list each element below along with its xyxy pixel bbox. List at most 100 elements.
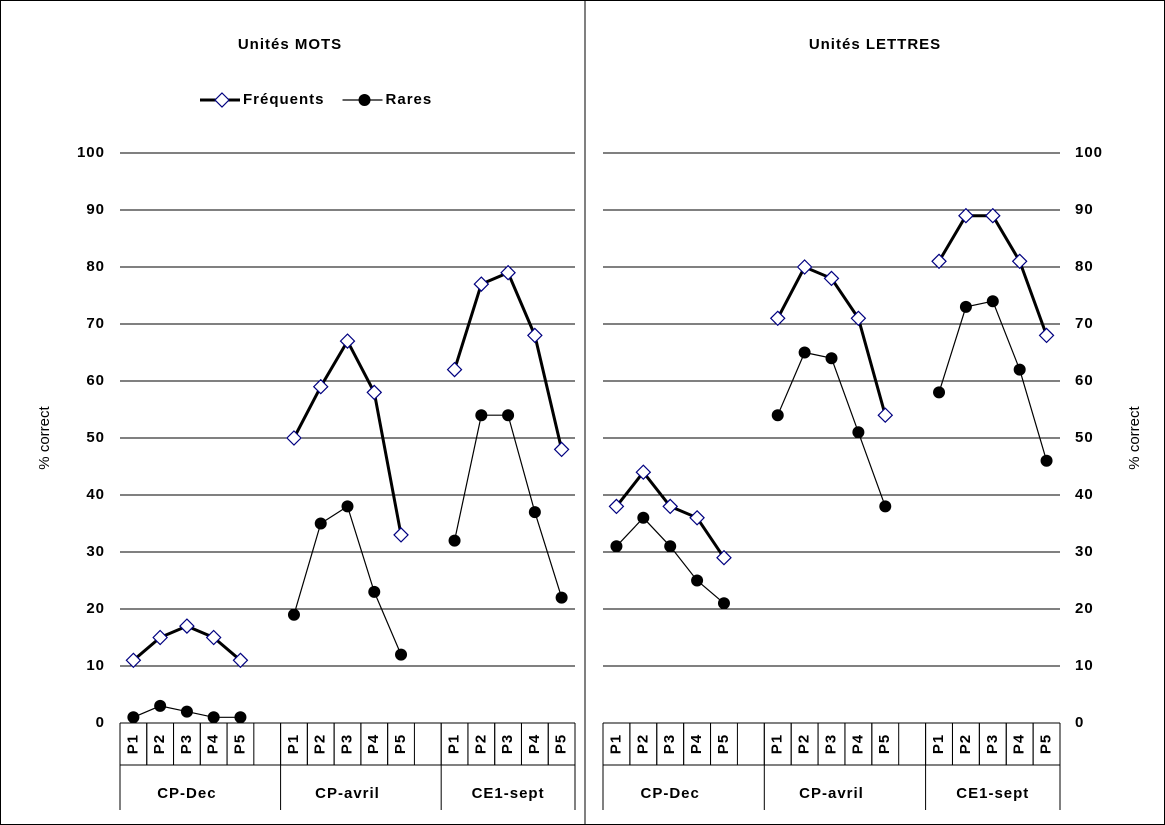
x-tick-label: P4: [688, 734, 705, 754]
x-tick-label: P5: [715, 734, 732, 754]
marker-diamond: [958, 207, 974, 224]
x-tick-label: P4: [526, 734, 543, 754]
x-tick-label: P1: [607, 734, 624, 754]
y-tick-label: 100: [77, 144, 105, 161]
x-tick-label: P2: [634, 734, 651, 754]
x-tick-label: P1: [446, 734, 463, 754]
x-tick-label: P1: [769, 734, 786, 754]
marker-circle: [448, 534, 461, 547]
legend-marker: [358, 94, 371, 106]
marker-circle: [879, 500, 892, 513]
marker-diamond: [527, 327, 543, 344]
y-tick-label: 80: [1075, 258, 1094, 275]
chart-title: Unités MOTS: [238, 36, 342, 53]
chart-title: Unités LETTRES: [809, 36, 941, 53]
x-tick-label: P3: [499, 734, 516, 754]
series-line: [133, 414, 563, 718]
marker-circle: [986, 295, 999, 308]
marker-diamond: [716, 549, 732, 566]
legend-label: Fréquents: [243, 91, 325, 108]
marker-circle: [502, 409, 515, 422]
y-tick-label: 30: [1075, 543, 1094, 560]
marker-circle: [664, 540, 677, 553]
marker-circle: [637, 511, 650, 524]
marker-diamond: [205, 629, 222, 646]
marker-circle: [528, 506, 541, 519]
marker-circle: [555, 591, 568, 604]
marker-diamond: [1038, 327, 1055, 344]
x-tick-label: P4: [1011, 734, 1028, 754]
x-tick-label: P3: [178, 734, 195, 754]
x-tick-label: P2: [796, 734, 813, 754]
marker-diamond: [339, 333, 356, 349]
marker-diamond: [931, 253, 947, 270]
legend-marker: [214, 92, 230, 108]
group-label: CP-avril: [315, 785, 380, 802]
y-tick-label: 10: [86, 657, 105, 674]
x-tick-label: P3: [338, 734, 355, 754]
marker-diamond: [1011, 253, 1028, 270]
marker-diamond: [984, 207, 1001, 224]
marker-diamond: [286, 430, 302, 446]
marker-diamond: [125, 652, 142, 669]
x-tick-label: P4: [849, 734, 866, 754]
marker-diamond: [446, 361, 463, 378]
x-tick-label: P3: [661, 734, 678, 754]
marker-circle: [1013, 363, 1026, 376]
x-tick-label: P2: [472, 734, 489, 754]
marker-circle: [691, 574, 704, 587]
y-tick-label: 70: [1075, 315, 1094, 332]
y-tick-label: 20: [86, 600, 105, 617]
marker-circle: [234, 711, 247, 724]
x-tick-label: P5: [1038, 734, 1055, 754]
x-tick-label: P5: [553, 734, 570, 754]
marker-diamond: [796, 259, 813, 275]
marker-diamond: [608, 498, 625, 515]
x-tick-label: P2: [312, 734, 329, 754]
x-tick-label: P2: [151, 734, 168, 754]
y-tick-label: 60: [1075, 372, 1094, 389]
marker-circle: [933, 386, 946, 399]
marker-diamond: [823, 270, 840, 287]
group-label: CP-avril: [799, 785, 864, 802]
marker-diamond: [850, 310, 867, 327]
y-tick-label: 40: [86, 486, 105, 503]
marker-circle: [127, 711, 140, 724]
marker-circle: [852, 426, 865, 439]
marker-diamond: [662, 498, 679, 515]
x-tick-label: P5: [392, 734, 409, 754]
marker-diamond: [689, 509, 705, 526]
marker-diamond: [366, 384, 383, 401]
marker-circle: [154, 699, 167, 712]
group-label: CP-Dec: [641, 785, 700, 802]
y-tick-label: 70: [86, 315, 105, 332]
marker-diamond: [179, 618, 195, 634]
x-tick-label: P2: [957, 734, 974, 754]
x-tick-label: P4: [365, 734, 382, 754]
y-tick-label: 90: [86, 201, 105, 218]
marker-circle: [341, 500, 354, 513]
marker-circle: [1040, 454, 1053, 467]
y-tick-label: 90: [1075, 201, 1094, 218]
series-line: [132, 270, 564, 662]
marker-circle: [610, 540, 623, 553]
y-tick-label: 0: [1075, 714, 1084, 731]
marker-circle: [717, 597, 730, 610]
y-tick-label: 80: [86, 258, 105, 275]
group-label: CE1-sept: [472, 785, 545, 802]
marker-diamond: [232, 652, 249, 669]
group-label: CP-Dec: [157, 785, 216, 802]
x-tick-label: P4: [205, 734, 222, 754]
marker-circle: [314, 517, 327, 530]
y-axis-label: % correct: [36, 406, 53, 470]
marker-diamond: [473, 276, 490, 292]
x-tick-label: P5: [231, 734, 248, 754]
x-tick-label: P3: [984, 734, 1001, 754]
marker-circle: [475, 409, 488, 422]
series-line: [616, 300, 1048, 604]
y-tick-label: 50: [86, 429, 105, 446]
marker-diamond: [500, 264, 516, 281]
y-tick-label: 50: [1075, 429, 1094, 446]
